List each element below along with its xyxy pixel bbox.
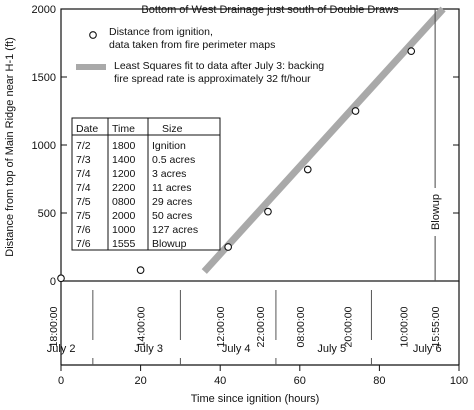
data-point <box>407 47 416 56</box>
y-tick-label: 500 <box>38 208 56 220</box>
table-border <box>71 117 221 251</box>
table-cell: 1000 <box>112 224 136 236</box>
table-cell: 1200 <box>112 168 136 180</box>
y-tick-label: 1500 <box>32 72 56 84</box>
day-labels: July 2 July 3 July 4 July 5 July 6 <box>47 343 442 355</box>
blowup-label-bg <box>428 188 443 236</box>
table-cell: 1555 <box>112 238 136 250</box>
time-marker-label: 10:00:00 <box>398 306 410 347</box>
data-point <box>136 266 145 274</box>
y-tick-label: 1000 <box>32 140 56 152</box>
time-marker-label: 08:00:00 <box>295 306 307 347</box>
table-cell: Blowup <box>152 238 187 250</box>
legend-entry-points-line1: Distance from ignition, <box>109 26 213 38</box>
table-cell: 11 acres <box>152 182 192 194</box>
time-marker-label: 20:00:00 <box>343 306 355 347</box>
table-cell: 50 acres <box>152 210 192 222</box>
x-axis-title: Time since ignition (hours) <box>191 393 320 405</box>
table-cell: 2000 <box>112 210 136 222</box>
fit-line <box>201 6 446 274</box>
data-point <box>264 207 272 216</box>
blowup-annotation: Blowup <box>428 9 443 281</box>
day-label: July 4 <box>222 343 251 355</box>
legend-entry-fit-line1: Least Squares fit to data after July 3: … <box>114 60 324 72</box>
table-cell: 1400 <box>112 154 136 166</box>
time-marker-label: 12:00:00 <box>215 306 227 347</box>
day-label: July 3 <box>134 343 163 355</box>
legend-entry-points-line2: data taken from fire perimeter maps <box>109 39 275 51</box>
data-points <box>57 47 416 283</box>
time-marker-label: 15:55:00 <box>430 306 442 347</box>
data-point <box>351 107 360 115</box>
legend: Distance from ignition, data taken from … <box>76 26 324 85</box>
x-tick-label: 20 <box>134 375 146 387</box>
table-cell: 7/6 <box>76 224 91 236</box>
y-axis-title: Distance from top of Main Ridge near H-1… <box>4 37 16 256</box>
day-label: July 6 <box>413 343 442 355</box>
fire-size-table: Date Time Size 7/2 1800 Ignition 7/3 1400 0.5 ac… <box>71 117 221 251</box>
time-marker-label: 18:00:00 <box>48 306 60 347</box>
x-tick-label: 60 <box>294 375 306 387</box>
table-cell: Ignition <box>152 140 186 152</box>
table-cell: 127 acres <box>152 224 198 236</box>
time-marker-label: 14:00:00 <box>136 306 148 347</box>
day-label: July 2 <box>47 343 76 355</box>
time-marker-label: 22:00:00 <box>255 306 267 347</box>
day-boundaries <box>92 290 372 365</box>
table-cell: 0800 <box>112 196 136 208</box>
day-label: July 5 <box>317 343 346 355</box>
x-tick-label: 40 <box>214 375 226 387</box>
table-cell: 7/2 <box>76 140 91 152</box>
x-tick-label: 100 <box>450 375 468 387</box>
time-markers: 18:00:00 14:00:00 12:00:00 22:00:00 08:00:00… <box>48 306 442 347</box>
x-axis-ticks: 0 20 40 60 80 100 <box>58 365 468 387</box>
legend-entry-fit-line2: fire spread rate is approximately 32 ft/… <box>114 73 311 85</box>
legend-point-marker <box>89 31 97 39</box>
y-axis-ticks: 0 500 1000 1500 2000 <box>32 4 459 288</box>
table-cell: 3 acres <box>152 168 186 180</box>
chart-title: Bottom of West Drainage just south of Do… <box>141 4 399 16</box>
x-tick-label: 80 <box>373 375 385 387</box>
y-tick-label: 2000 <box>32 4 56 16</box>
table-cell: 7/5 <box>76 210 91 222</box>
table-header-cell: Date <box>76 123 98 135</box>
data-point <box>224 243 233 251</box>
table-cell: 7/4 <box>76 182 91 194</box>
table-header-cell: Time <box>112 123 135 135</box>
table-cell: 7/4 <box>76 168 91 180</box>
table-cell: 7/6 <box>76 238 91 250</box>
blowup-label: Blowup <box>430 194 442 230</box>
least-squares-fit-line <box>201 6 446 274</box>
table-cell: 1800 <box>112 140 136 152</box>
data-point <box>303 165 312 174</box>
table-cell: 7/3 <box>76 154 91 166</box>
table-cell: 29 acres <box>152 196 192 208</box>
table-cell: 2200 <box>112 182 136 194</box>
x-tick-label: 0 <box>58 375 64 387</box>
table-cell: 7/5 <box>76 196 91 208</box>
data-point <box>57 274 65 283</box>
table-cell: 0.5 acres <box>152 154 195 166</box>
y-tick-label: 0 <box>50 276 56 288</box>
table-header-cell: Size <box>162 123 183 135</box>
